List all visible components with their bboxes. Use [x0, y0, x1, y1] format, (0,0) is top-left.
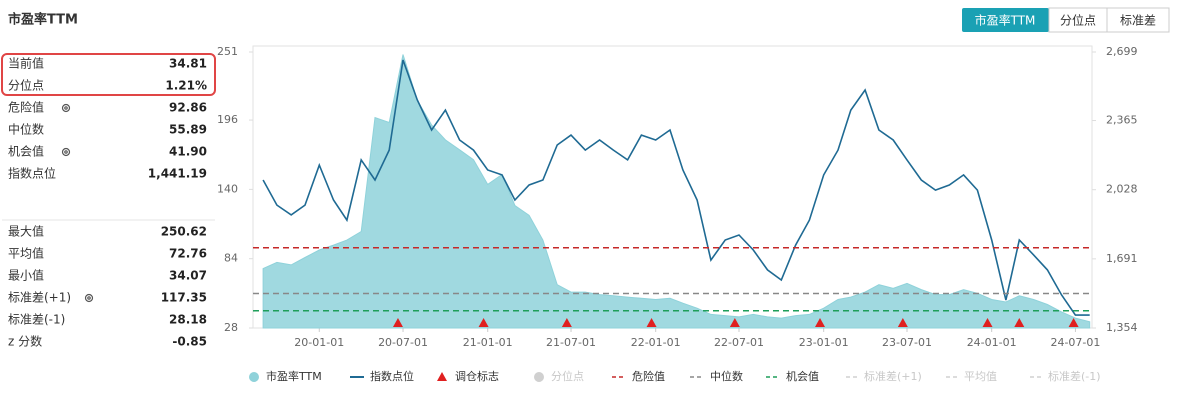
x-tick-label: 20-07-01	[378, 336, 428, 349]
y-tick-label: 140	[217, 182, 238, 195]
rebalance-marker	[897, 318, 908, 327]
x-tick-label: 22-01-01	[631, 336, 681, 349]
stat-label: 最大值	[8, 224, 44, 239]
stat-label: 当前值	[8, 56, 44, 71]
stat-value: -0.85	[172, 335, 207, 349]
legend-icon	[437, 372, 447, 381]
x-tick-label: 24-07-01	[1050, 336, 1100, 349]
legend-label: 标准差(-1)	[1048, 369, 1101, 383]
gear-icon[interactable]	[64, 106, 68, 110]
legend-label: 机会值	[786, 369, 819, 383]
legend-label: 调仓标志	[455, 369, 499, 383]
stat-value: 41.90	[169, 145, 207, 159]
y2-tick-label: 1,354	[1106, 321, 1138, 334]
stat-value: 250.62	[161, 225, 207, 239]
legend-label: 标准差(+1)	[864, 369, 922, 383]
rebalance-marker	[478, 318, 489, 327]
legend-label: 指数点位	[370, 369, 414, 383]
gear-icon[interactable]	[84, 293, 94, 303]
x-tick-label: 22-07-01	[714, 336, 764, 349]
legend-label: 市盈率TTM	[266, 369, 322, 383]
pe-area	[262, 54, 1091, 329]
stat-label: z 分数	[8, 334, 42, 349]
legend-label: 中位数	[710, 369, 743, 383]
rebalance-marker	[982, 318, 993, 327]
legend-label: 分位点	[551, 369, 584, 383]
rebalance-marker	[392, 318, 403, 327]
x-tick-label: 23-07-01	[882, 336, 932, 349]
tab[interactable]	[1106, 7, 1170, 33]
y-tick-label: 84	[224, 252, 238, 265]
y2-tick-label: 1,691	[1106, 252, 1138, 265]
stat-value: 34.81	[169, 57, 207, 71]
stat-value: 72.76	[169, 247, 207, 261]
stat-value: 55.89	[169, 123, 207, 137]
rebalance-marker	[646, 318, 657, 327]
tab-label[interactable]: 标准差	[1120, 14, 1156, 28]
stat-value: 117.35	[161, 291, 207, 305]
legend-label: 危险值	[632, 369, 665, 383]
stat-label: 最小值	[8, 268, 44, 283]
tab-active[interactable]	[962, 8, 1049, 32]
x-tick-label: 20-01-01	[294, 336, 344, 349]
gear-icon[interactable]	[64, 150, 68, 154]
stat-label: 危险值	[8, 100, 44, 115]
rebalance-marker	[1068, 318, 1079, 327]
x-tick-label: 21-07-01	[546, 336, 596, 349]
y2-tick-label: 2,028	[1106, 183, 1138, 196]
tab-label[interactable]: 分位点	[1060, 13, 1096, 28]
y2-tick-label: 2,699	[1106, 45, 1138, 58]
x-tick-label: 23-01-01	[799, 336, 849, 349]
y-tick-label: 196	[217, 113, 238, 126]
gear-icon[interactable]	[61, 103, 71, 113]
stat-label: 指数点位	[8, 166, 56, 181]
y-tick-label: 28	[224, 321, 238, 334]
stat-label: 平均值	[8, 246, 44, 261]
gear-icon[interactable]	[87, 296, 91, 300]
x-tick-label: 21-01-01	[463, 336, 513, 349]
gear-icon[interactable]	[61, 147, 71, 157]
highlight-box	[1, 53, 216, 96]
stat-label: 机会值	[8, 144, 44, 159]
stat-label: 中位数	[8, 122, 44, 137]
stat-label: 标准差(-1)	[8, 313, 65, 327]
title: 市盈率TTM	[8, 12, 78, 28]
legend-icon	[249, 372, 259, 382]
x-tick-label: 24-01-01	[967, 336, 1017, 349]
stat-label: 分位点	[8, 78, 44, 93]
stat-value: 92.86	[169, 101, 207, 115]
legend-icon	[534, 372, 544, 382]
tab-label[interactable]: 市盈率TTM	[975, 13, 1036, 28]
y-tick-label: 251	[217, 45, 238, 58]
stat-value: 28.18	[169, 313, 207, 327]
rebalance-marker	[561, 318, 572, 327]
stat-value: 34.07	[169, 269, 207, 283]
legend-label: 平均值	[964, 370, 997, 383]
rebalance-marker	[1014, 318, 1025, 327]
index-line	[262, 59, 1090, 316]
stat-value: 1,441.19	[148, 167, 207, 181]
y2-tick-label: 2,365	[1106, 114, 1138, 127]
rebalance-marker	[729, 318, 740, 327]
stat-label: 标准差(+1)	[8, 291, 71, 305]
rebalance-marker	[815, 318, 826, 327]
stat-value: 1.21%	[165, 79, 207, 93]
